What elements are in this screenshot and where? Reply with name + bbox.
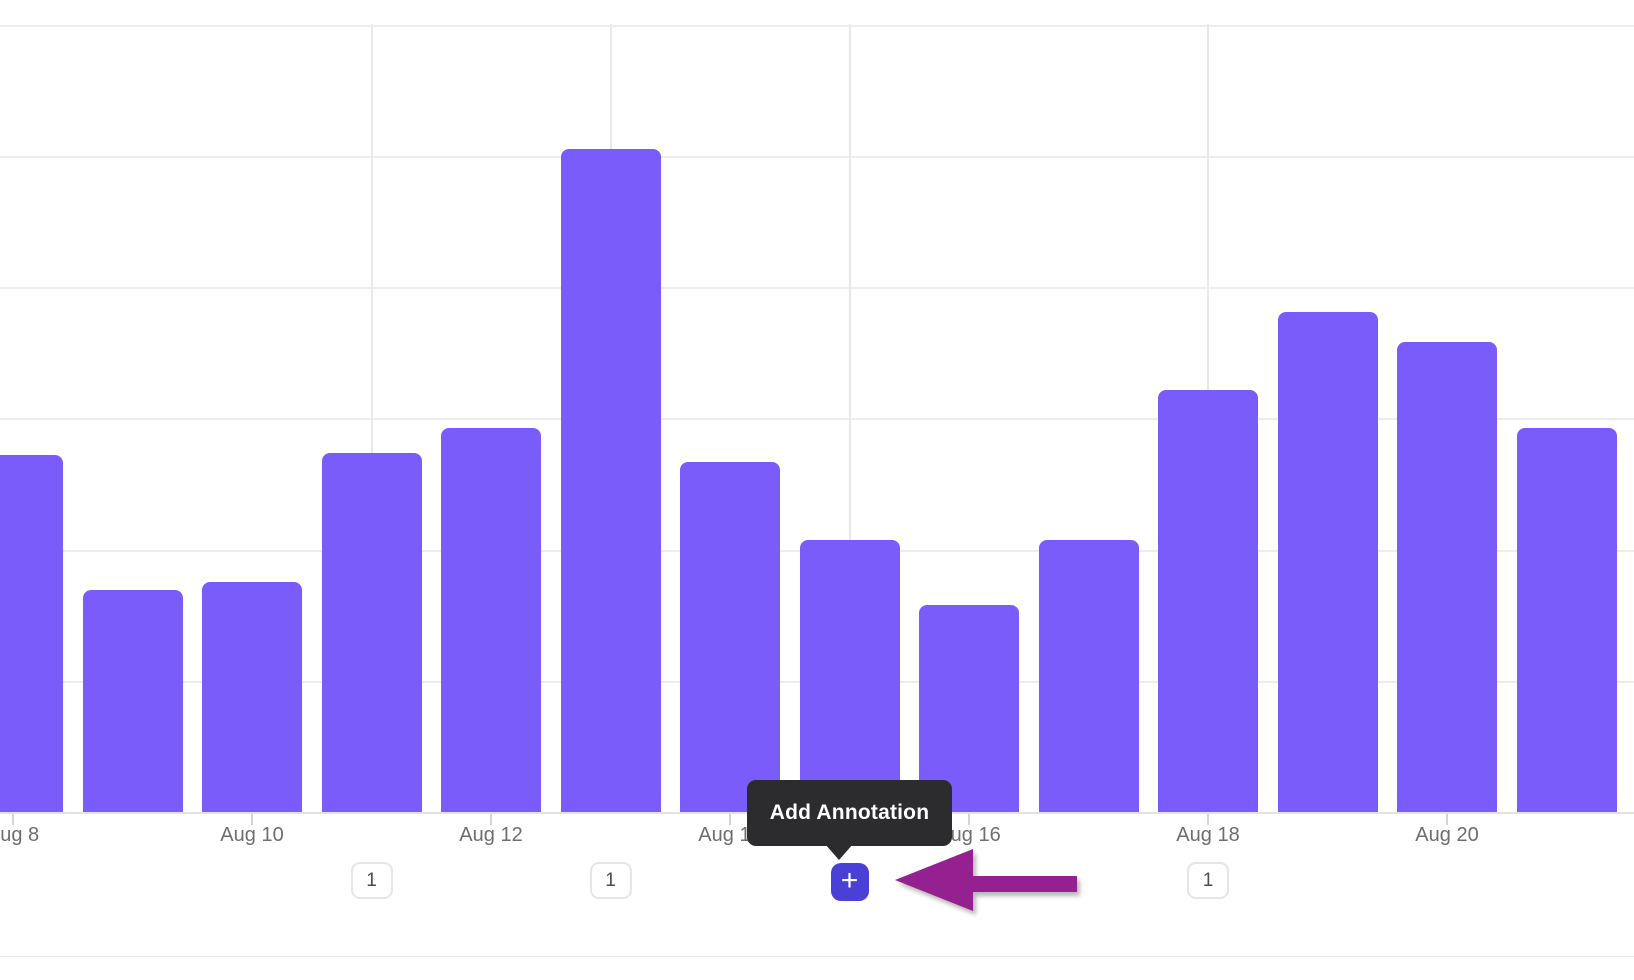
bar-aug-18[interactable] bbox=[1158, 390, 1258, 812]
bar-aug-17[interactable] bbox=[1038, 540, 1139, 812]
x-axis-tick bbox=[729, 813, 731, 825]
horizontal-gridline bbox=[0, 418, 1634, 421]
bar-aug-9[interactable] bbox=[82, 590, 183, 812]
annotation-badge-aug-11[interactable]: 1 bbox=[350, 862, 393, 899]
x-axis-tick bbox=[1446, 813, 1448, 825]
x-axis-label-aug-8: Aug 8 bbox=[0, 824, 40, 846]
bar-aug-12[interactable] bbox=[441, 428, 541, 812]
x-axis-label-aug-10: Aug 10 bbox=[220, 824, 284, 846]
x-axis-tick bbox=[251, 813, 253, 825]
x-axis-label-aug-12: Aug 12 bbox=[459, 824, 523, 846]
bar-aug-19[interactable] bbox=[1277, 312, 1378, 812]
section-divider bbox=[0, 956, 1634, 957]
add-annotation-button[interactable]: + bbox=[830, 863, 869, 901]
bar-aug-8[interactable] bbox=[0, 455, 63, 812]
bar-aug-14[interactable] bbox=[680, 462, 780, 812]
x-axis-label-aug-16: Aug 16 bbox=[937, 824, 1001, 846]
bar-aug-11[interactable] bbox=[321, 453, 422, 812]
x-axis-tick bbox=[968, 813, 970, 825]
bar-aug-21[interactable] bbox=[1516, 428, 1617, 812]
horizontal-gridline bbox=[0, 287, 1634, 290]
bar-aug-13[interactable] bbox=[560, 149, 661, 812]
tooltip-label: Add Annotation bbox=[769, 801, 930, 824]
x-axis-tick bbox=[1207, 813, 1209, 825]
x-axis-label-aug-20: Aug 20 bbox=[1415, 824, 1479, 846]
annotation-guide-line bbox=[370, 24, 373, 812]
x-axis-tick bbox=[12, 813, 14, 825]
annotation-badge-aug-13[interactable]: 1 bbox=[589, 862, 632, 899]
annotation-badge-aug-18[interactable]: 1 bbox=[1187, 862, 1229, 899]
tooltip-pointer bbox=[825, 844, 853, 860]
x-axis-label-aug-18: Aug 18 bbox=[1176, 824, 1240, 846]
bar-aug-10[interactable] bbox=[202, 582, 302, 812]
x-axis-label-aug-14: Aug 14 bbox=[698, 824, 762, 846]
annotation-guide-line bbox=[848, 24, 851, 812]
bar-aug-20[interactable] bbox=[1397, 342, 1497, 812]
bar-aug-15[interactable] bbox=[799, 540, 900, 812]
x-axis-tick bbox=[490, 813, 492, 825]
add-annotation-tooltip: Add Annotation bbox=[747, 780, 952, 860]
horizontal-gridline bbox=[0, 156, 1634, 158]
bar-aug-16[interactable] bbox=[919, 605, 1019, 812]
horizontal-gridline bbox=[0, 24, 1634, 27]
